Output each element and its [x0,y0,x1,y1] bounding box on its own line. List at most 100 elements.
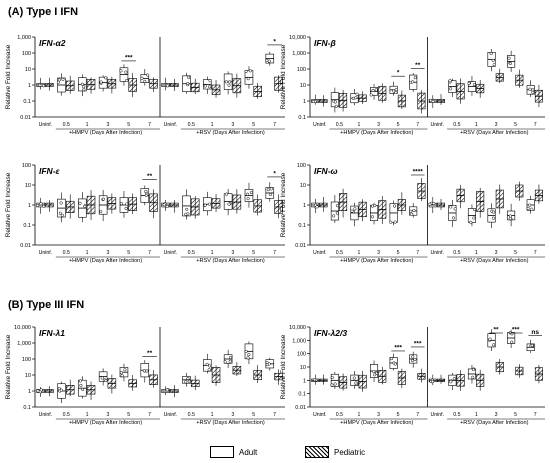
adult-point [244,349,248,354]
adult-point [205,362,209,366]
adult-point [208,364,212,368]
panel-title: IFN-λ1 [39,328,65,338]
y-tick-label: 1,000 [292,51,306,57]
adult-point [335,204,339,208]
x-tick-label: 1 [475,412,478,418]
x-tick-label: Uninf. [313,412,327,418]
x-tick-label: 1 [86,250,89,256]
group-label: +RSV (Days After Infection) [196,130,265,136]
y-axis-label: Relative Fold Increase [5,334,12,399]
y-tick-label: 100 [297,352,306,358]
x-tick-label: 3 [377,122,380,128]
adult-point [393,362,397,366]
adult-point [473,208,477,212]
adult-point [370,204,375,208]
adult-point [409,209,413,213]
adult-point [120,374,124,378]
adult-point [488,337,492,341]
section-b-title: (B) Type III IFN [8,299,85,311]
significance-label: **** [413,168,424,175]
x-tick-label: Uninf. [431,122,445,128]
adult-point [269,187,273,191]
y-axis-label: Relative Fold Increase [5,44,12,109]
x-tick-label: 7 [273,122,276,128]
adult-point [140,76,144,80]
x-tick-label: 0.5 [336,412,343,418]
y-tick-label: 100 [22,51,31,57]
y-tick-label: 1,000 [17,341,31,347]
panel-title: IFN-ω [314,166,338,176]
adult-point [352,376,356,380]
y-tick-label: 1 [303,203,306,209]
adult-point [144,189,148,193]
adult-point [99,80,103,84]
significance-label: ** [494,327,500,334]
x-tick-label: Uninf. [164,122,178,128]
x-tick-label: 0.5 [336,250,343,256]
adult-point [411,80,415,84]
x-tick-label: 1 [475,122,478,128]
y-tick-label: 10 [25,183,31,189]
adult-point [410,212,414,216]
adult-point [82,85,86,89]
adult-point [471,368,476,372]
y-axis-label: Relative Fold Increase [280,172,287,237]
adult-point [453,207,457,211]
adult-point [247,353,251,357]
x-tick-label: 3 [495,122,498,128]
adult-point [530,207,534,211]
y-tick-label: 10 [300,83,306,89]
x-tick-label: 3 [377,412,380,418]
y-axis-label: Relative Fold Increase [5,172,12,237]
significance-label: * [273,38,276,45]
significance-label: *** [394,344,402,351]
adult-point [451,216,455,220]
y-tick-label: 0.1 [23,223,31,229]
adult-point [394,88,398,92]
adult-point [489,51,493,56]
adult-point [370,215,375,219]
adult-point [491,216,495,220]
adult-point [492,343,496,347]
x-tick-label: 0.5 [453,122,460,128]
group-label: +RSV (Days After Infection) [460,130,529,136]
adult-point [228,359,232,363]
adult-point [390,357,394,361]
adult-point [508,217,512,221]
adult-point [467,81,471,85]
adult-point [144,193,148,198]
adult-point [508,61,512,66]
adult-point [223,360,227,364]
y-axis-label: Relative Fold Increase [280,44,287,109]
group-label: +HMPV (Days After Infection) [69,420,142,426]
x-tick-label: 0.5 [63,250,70,256]
panel-title: IFN-β [314,38,336,48]
adult-point [471,375,475,379]
y-tick-label: 10 [25,373,31,379]
x-tick-label: 1 [358,412,361,418]
adult-point [100,376,104,380]
adult-point [354,96,358,100]
x-tick-label: 3 [495,250,498,256]
x-tick-label: Uninf. [39,250,53,256]
x-tick-label: Uninf. [164,412,178,418]
adult-swatch [210,446,234,458]
adult-point [165,204,169,208]
adult-point [38,83,42,87]
adult-point [227,83,231,87]
adult-point [268,192,272,197]
y-tick-label: 0.01 [20,115,31,121]
adult-point [208,79,212,83]
y-tick-label: 0.1 [23,405,31,411]
y-tick-label: 100 [22,357,31,363]
x-tick-label: 1 [86,122,89,128]
adult-point [392,89,396,93]
significance-label: * [397,70,400,77]
adult-point [246,77,250,81]
x-tick-label: 7 [148,250,151,256]
y-tick-label: 0.1 [298,223,306,229]
x-tick-label: 5 [514,250,517,256]
x-tick-label: Uninf. [39,412,53,418]
adult-point [207,368,211,372]
y-tick-label: 1 [303,99,306,105]
